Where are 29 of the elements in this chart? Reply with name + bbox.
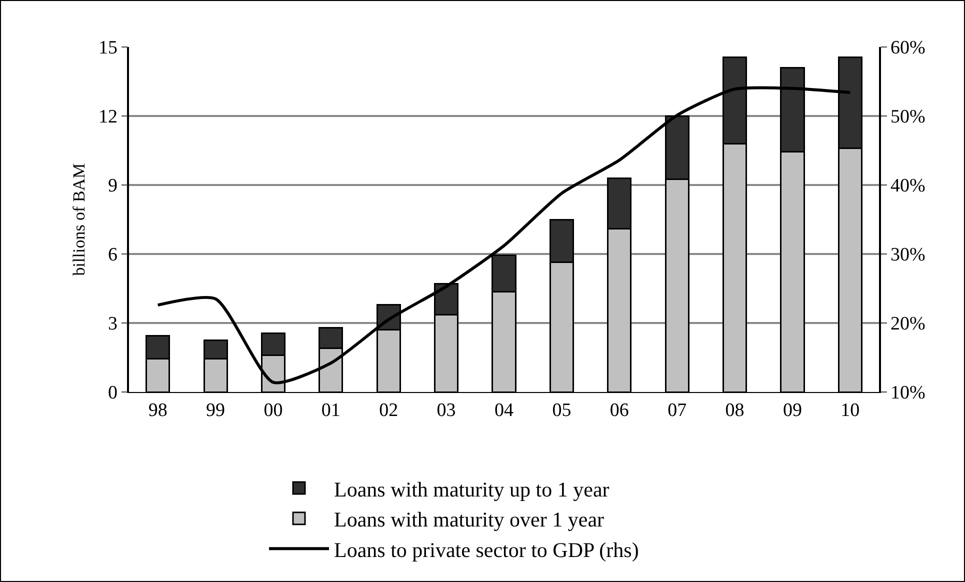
y2-tick-label: 10% bbox=[890, 382, 926, 404]
y-tick-label: 15 bbox=[98, 38, 118, 59]
x-tick-label: 01 bbox=[321, 400, 340, 421]
x-tick-label: 00 bbox=[264, 400, 283, 421]
legend-label: Loans with maturity up to 1 year bbox=[334, 477, 610, 502]
x-tick-label: 05 bbox=[552, 400, 572, 421]
x-tick-label: 10 bbox=[840, 400, 860, 421]
legend-label: Loans to private sector to GDP (rhs) bbox=[334, 538, 639, 562]
y2-tick-label: 60% bbox=[890, 38, 926, 59]
y-tick-label: 0 bbox=[108, 382, 118, 404]
y2-tick-label: 50% bbox=[890, 106, 926, 128]
y2-tick-label: 40% bbox=[890, 176, 926, 197]
y2-tick-label: 30% bbox=[890, 244, 926, 266]
x-tick-label: 08 bbox=[725, 400, 744, 421]
legend-label: Loans with maturity over 1 year bbox=[334, 508, 604, 532]
x-tick-label: 06 bbox=[610, 400, 629, 421]
x-tick-label: 07 bbox=[668, 400, 687, 421]
x-tick-label: 03 bbox=[436, 400, 456, 421]
x-tick-label: 04 bbox=[494, 400, 514, 421]
y-tick-label: 3 bbox=[108, 314, 118, 335]
y-axis-title: billions of BAM bbox=[70, 163, 88, 276]
y-tick-label: 12 bbox=[98, 106, 118, 128]
y-tick-label: 6 bbox=[108, 244, 118, 266]
x-tick-label: 99 bbox=[206, 400, 226, 421]
y-tick-label: 9 bbox=[108, 176, 118, 197]
y2-tick-label: 20% bbox=[890, 314, 926, 335]
x-tick-label: 02 bbox=[379, 400, 398, 421]
x-tick-label: 09 bbox=[782, 400, 802, 421]
x-tick-label: 98 bbox=[148, 400, 168, 421]
